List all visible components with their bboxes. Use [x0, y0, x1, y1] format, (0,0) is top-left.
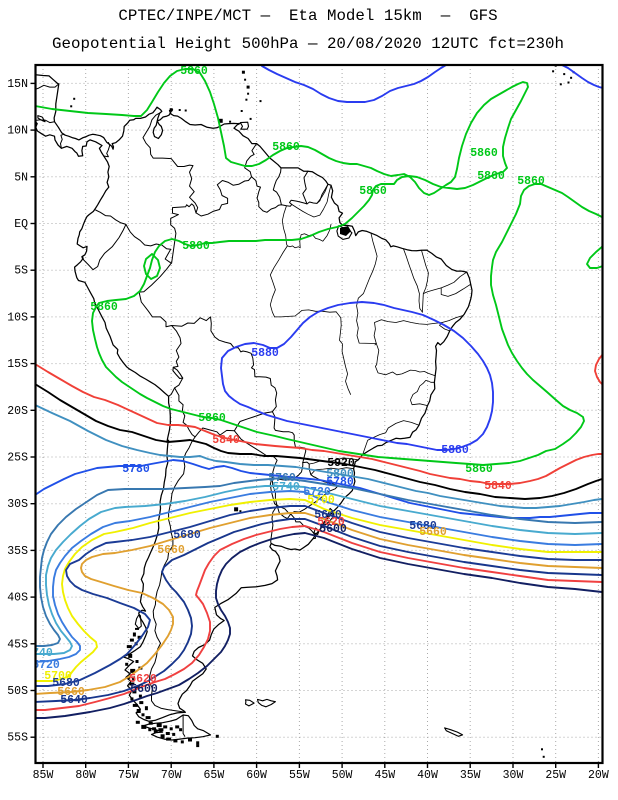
- svg-text:5860: 5860: [470, 147, 498, 160]
- svg-text:5640: 5640: [314, 509, 342, 522]
- svg-text:5920: 5920: [327, 457, 355, 470]
- svg-text:5860: 5860: [198, 412, 226, 425]
- svg-text:5720: 5720: [32, 659, 60, 672]
- svg-text:5780: 5780: [122, 463, 150, 476]
- svg-text:5740: 5740: [25, 647, 53, 660]
- svg-text:5780: 5780: [326, 476, 354, 489]
- svg-text:45W: 45W: [374, 769, 395, 782]
- svg-text:55W: 55W: [289, 769, 310, 782]
- svg-text:5860: 5860: [477, 170, 505, 183]
- svg-text:35W: 35W: [460, 769, 481, 782]
- svg-text:5600: 5600: [319, 523, 347, 536]
- svg-text:85W: 85W: [33, 769, 54, 782]
- svg-text:5740: 5740: [272, 481, 300, 494]
- svg-text:20W: 20W: [588, 769, 609, 782]
- svg-text:5N: 5N: [14, 171, 28, 184]
- svg-text:5720: 5720: [303, 486, 331, 499]
- svg-text:45S: 45S: [7, 638, 28, 651]
- svg-text:65W: 65W: [204, 769, 225, 782]
- svg-text:15N: 15N: [7, 78, 28, 91]
- svg-text:5660: 5660: [57, 686, 85, 699]
- svg-text:5880: 5880: [441, 444, 469, 457]
- svg-text:5860: 5860: [359, 185, 387, 198]
- svg-text:5680: 5680: [409, 520, 437, 533]
- svg-text:5660: 5660: [157, 544, 185, 557]
- svg-text:5860: 5860: [272, 141, 300, 154]
- svg-text:5700: 5700: [44, 670, 72, 683]
- svg-text:5860: 5860: [90, 301, 118, 314]
- svg-text:10N: 10N: [7, 125, 28, 138]
- svg-text:5840: 5840: [484, 480, 512, 493]
- svg-text:Geopotential Height 500hPa — 2: Geopotential Height 500hPa — 20/08/2020 …: [52, 35, 564, 53]
- svg-text:20S: 20S: [7, 405, 28, 418]
- svg-text:75W: 75W: [118, 769, 139, 782]
- svg-text:5880: 5880: [251, 347, 279, 360]
- svg-text:50S: 50S: [7, 685, 28, 698]
- svg-text:35S: 35S: [7, 545, 28, 558]
- svg-text:40S: 40S: [7, 592, 28, 605]
- svg-text:80W: 80W: [75, 769, 96, 782]
- svg-text:EQ: EQ: [14, 218, 28, 231]
- svg-text:5680: 5680: [173, 529, 201, 542]
- svg-text:5700: 5700: [307, 494, 335, 507]
- svg-text:10S: 10S: [7, 311, 28, 324]
- svg-text:60W: 60W: [246, 769, 267, 782]
- svg-text:5660: 5660: [419, 526, 447, 539]
- svg-text:5680: 5680: [52, 677, 80, 690]
- svg-text:30W: 30W: [503, 769, 524, 782]
- svg-text:40W: 40W: [417, 769, 438, 782]
- svg-text:5800: 5800: [326, 468, 354, 481]
- svg-text:70W: 70W: [161, 769, 182, 782]
- svg-text:5S: 5S: [14, 265, 28, 278]
- svg-text:5760: 5760: [268, 472, 296, 485]
- svg-text:55S: 55S: [7, 732, 28, 745]
- svg-text:CPTEC/INPE/MCT — Eta Model 15: CPTEC/INPE/MCT — Eta Model 15km — GFS: [118, 7, 497, 25]
- svg-text:5640: 5640: [60, 694, 88, 707]
- svg-text:5860: 5860: [465, 463, 493, 476]
- svg-text:25W: 25W: [545, 769, 566, 782]
- svg-text:5620: 5620: [129, 673, 157, 686]
- svg-text:50W: 50W: [332, 769, 353, 782]
- svg-text:5620: 5620: [317, 516, 345, 529]
- svg-text:5840: 5840: [212, 434, 240, 447]
- svg-text:15S: 15S: [7, 358, 28, 371]
- svg-text:5860: 5860: [517, 175, 545, 188]
- svg-text:5860: 5860: [182, 240, 210, 253]
- svg-text:25S: 25S: [7, 452, 28, 465]
- svg-text:30S: 30S: [7, 498, 28, 511]
- svg-text:5600: 5600: [130, 683, 158, 696]
- svg-text:5860: 5860: [180, 65, 208, 78]
